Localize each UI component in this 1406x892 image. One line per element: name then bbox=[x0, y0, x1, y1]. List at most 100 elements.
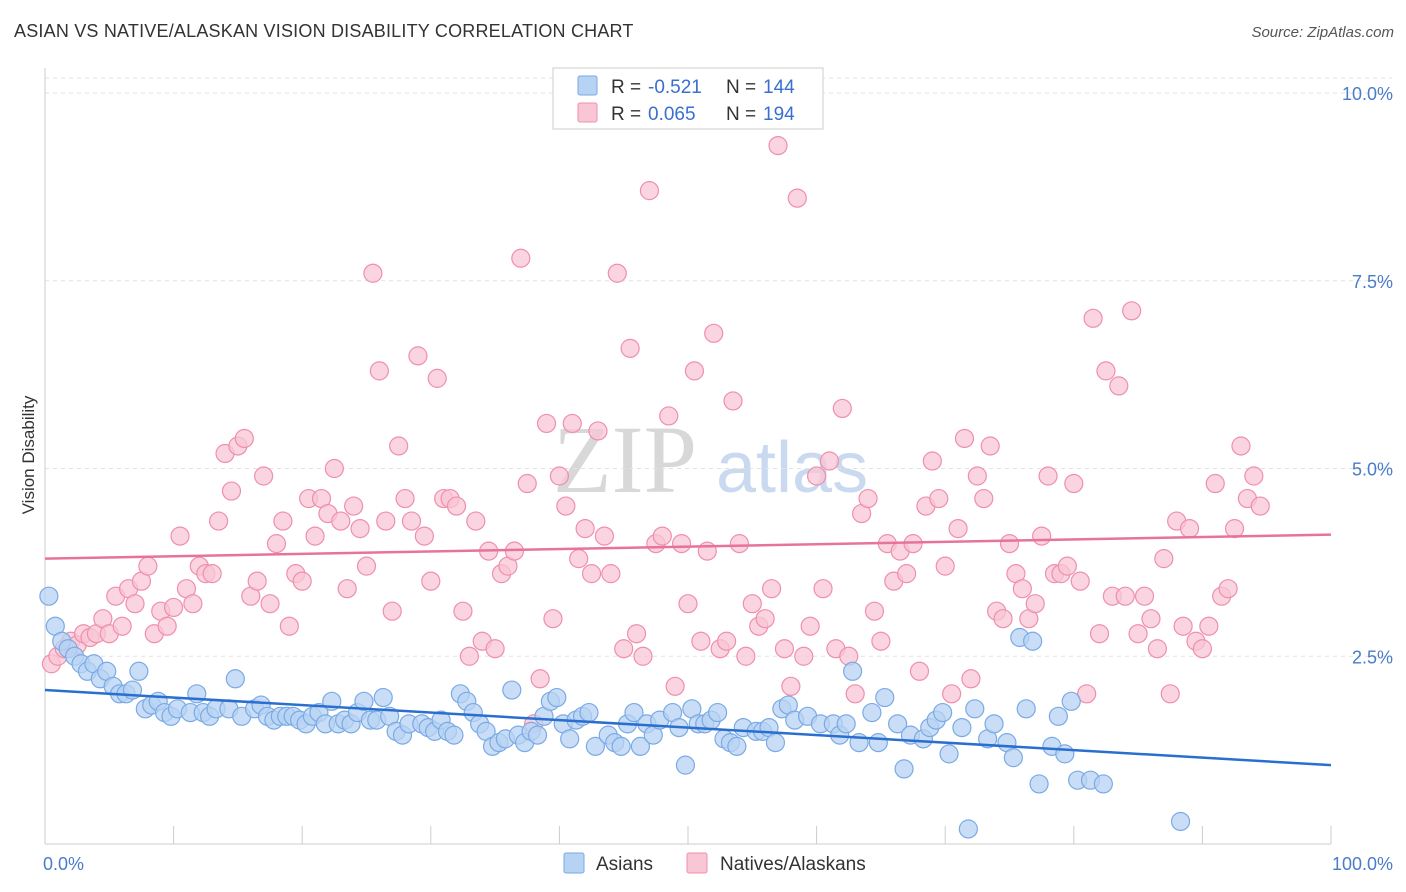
natives-point bbox=[980, 436, 1000, 456]
natives-point bbox=[1224, 518, 1245, 539]
natives-point bbox=[1218, 579, 1238, 599]
natives-point bbox=[164, 597, 184, 618]
asians-point bbox=[952, 717, 972, 738]
natives-point bbox=[871, 631, 891, 651]
natives-point bbox=[1160, 684, 1180, 704]
natives-point bbox=[125, 594, 145, 614]
asians-legend-label: Asians bbox=[596, 854, 653, 875]
asians-point bbox=[727, 736, 747, 756]
natives-point bbox=[183, 594, 203, 614]
asians-point bbox=[39, 586, 59, 606]
natives-point bbox=[935, 556, 955, 576]
asians-r-value: -0.521 bbox=[648, 77, 702, 98]
natives-point bbox=[665, 676, 685, 696]
natives-point bbox=[897, 564, 917, 584]
natives-point bbox=[382, 601, 402, 621]
natives-point bbox=[1077, 684, 1097, 704]
axes bbox=[44, 68, 1332, 845]
natives-point bbox=[909, 661, 930, 681]
asians-points bbox=[39, 586, 1191, 839]
natives-point bbox=[575, 518, 595, 539]
natives-point bbox=[736, 646, 756, 666]
natives-point bbox=[755, 609, 775, 629]
natives-point bbox=[112, 616, 132, 636]
natives-point bbox=[202, 564, 222, 584]
natives-point bbox=[1147, 639, 1167, 659]
natives-point bbox=[517, 473, 537, 494]
asians-point bbox=[547, 687, 567, 708]
natives-point bbox=[446, 496, 467, 516]
asians-swatch bbox=[563, 852, 585, 874]
natives-point bbox=[536, 413, 557, 434]
asians-point bbox=[675, 755, 696, 775]
natives-point bbox=[1231, 436, 1251, 456]
natives-point bbox=[819, 451, 840, 471]
asians-point bbox=[1003, 748, 1023, 768]
natives-point bbox=[697, 541, 717, 561]
natives-point bbox=[794, 646, 814, 666]
natives-point bbox=[626, 624, 647, 644]
asians-point bbox=[444, 725, 464, 745]
natives-point bbox=[1128, 624, 1148, 644]
natives-point bbox=[1115, 586, 1135, 606]
asians-r-label: R = bbox=[611, 77, 641, 98]
natives-point bbox=[543, 609, 563, 629]
asians-point bbox=[707, 702, 728, 723]
legend-box bbox=[552, 67, 824, 130]
natives-point bbox=[1122, 301, 1142, 321]
asians-point bbox=[1093, 774, 1113, 794]
natives-point bbox=[511, 248, 531, 268]
natives-point bbox=[781, 676, 801, 696]
natives-point bbox=[1089, 624, 1110, 644]
natives-point bbox=[620, 338, 640, 358]
natives-point bbox=[279, 616, 299, 636]
natives-point bbox=[652, 526, 672, 546]
watermark-atlas: atlas bbox=[716, 428, 868, 508]
natives-point bbox=[922, 451, 942, 471]
asians-point bbox=[836, 714, 856, 734]
natives-point bbox=[787, 188, 807, 208]
natives-point bbox=[691, 631, 711, 651]
asians-point bbox=[225, 669, 245, 689]
gridlines bbox=[45, 77, 1392, 657]
asians-point bbox=[888, 714, 908, 734]
natives-point bbox=[569, 549, 589, 569]
asians-point bbox=[1061, 691, 1081, 711]
natives-point bbox=[170, 526, 190, 546]
y-tick-label: 5.0% bbox=[1352, 460, 1393, 480]
natives-point bbox=[1199, 616, 1219, 636]
correlation-legend: R = -0.521 N = 144 R = 0.065 N = 194 bbox=[552, 67, 824, 130]
asians-point bbox=[502, 680, 522, 700]
y-axis-label: Vision Disability bbox=[19, 395, 38, 514]
natives-point bbox=[350, 518, 370, 539]
natives-point bbox=[395, 488, 415, 509]
natives-point bbox=[614, 639, 634, 659]
natives-point bbox=[466, 511, 486, 531]
asians-trend-line bbox=[44, 688, 1332, 767]
source-credit: Source: ZipAtlas.com bbox=[1251, 24, 1394, 41]
natives-point bbox=[761, 579, 782, 599]
natives-point bbox=[337, 579, 357, 599]
asians-n-value: 144 bbox=[763, 77, 795, 98]
natives-point bbox=[273, 511, 293, 531]
natives-point bbox=[459, 646, 479, 666]
natives-point bbox=[408, 346, 428, 366]
natives-point bbox=[485, 639, 505, 659]
asians-point bbox=[843, 661, 863, 681]
asians-point bbox=[624, 702, 644, 723]
natives-point bbox=[260, 594, 280, 614]
natives-point bbox=[716, 631, 737, 651]
asians-point bbox=[560, 729, 580, 749]
natives-point bbox=[723, 391, 743, 411]
asians-point bbox=[862, 702, 882, 723]
asians-point bbox=[354, 691, 374, 711]
natives-point bbox=[948, 518, 968, 539]
natives-point bbox=[376, 511, 396, 531]
natives-point bbox=[742, 594, 762, 614]
series-legend: Asians Natives/Alaskans bbox=[563, 852, 866, 875]
asians-point bbox=[933, 702, 953, 723]
asians-point bbox=[1029, 774, 1049, 794]
trend-lines bbox=[44, 533, 1332, 767]
natives-point bbox=[601, 564, 621, 584]
